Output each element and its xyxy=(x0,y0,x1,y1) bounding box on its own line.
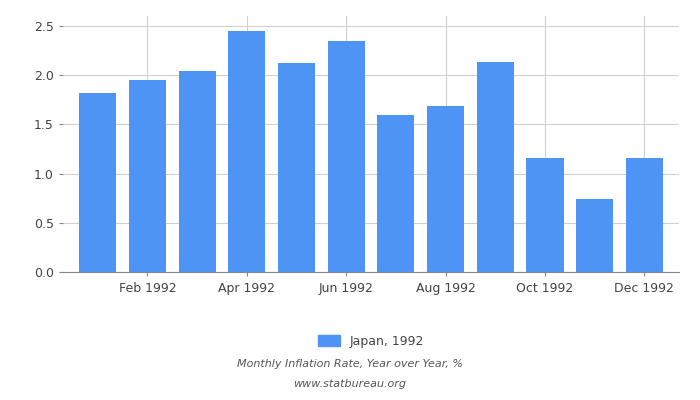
Text: www.statbureau.org: www.statbureau.org xyxy=(293,379,407,389)
Bar xyxy=(178,71,216,272)
Bar xyxy=(526,158,564,272)
Bar xyxy=(129,80,166,272)
Legend: Japan, 1992: Japan, 1992 xyxy=(318,334,424,348)
Bar xyxy=(477,62,514,272)
Bar xyxy=(328,41,365,272)
Bar xyxy=(377,116,414,272)
Bar xyxy=(79,93,116,272)
Bar xyxy=(228,31,265,272)
Bar xyxy=(278,63,315,272)
Text: Monthly Inflation Rate, Year over Year, %: Monthly Inflation Rate, Year over Year, … xyxy=(237,359,463,369)
Bar xyxy=(576,199,613,272)
Bar xyxy=(427,106,464,272)
Bar xyxy=(626,158,663,272)
